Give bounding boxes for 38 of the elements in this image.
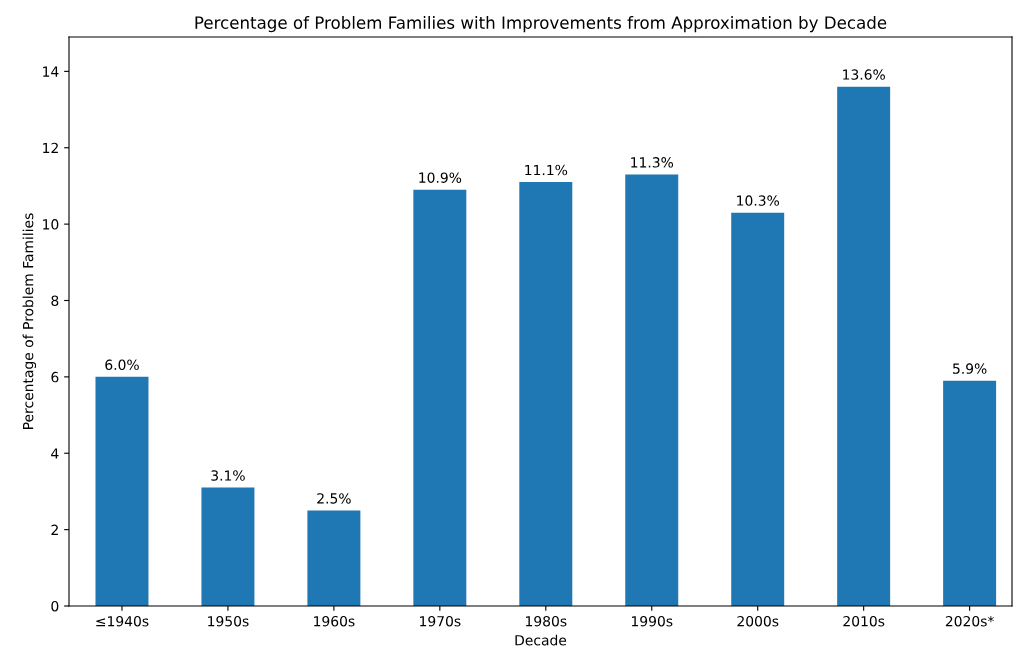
y-tick-label: 0 (51, 600, 59, 612)
x-tick-label: 2020s* (945, 615, 994, 627)
bar (943, 380, 997, 606)
x-tick-label: 1960s (314, 615, 355, 627)
y-tick-label: 2 (51, 524, 58, 535)
data-label: 11.3% (631, 157, 674, 168)
data-label: 10.9% (419, 172, 462, 183)
bar (837, 86, 891, 606)
y-tick-label: 4 (51, 448, 59, 459)
x-tick-label: 1990s (631, 615, 673, 627)
data-label: 6.0% (105, 359, 139, 371)
y-tick-label: 6 (51, 371, 59, 383)
data-label: 2.5% (317, 493, 351, 504)
bar (413, 189, 467, 606)
data-label: 11.1% (525, 164, 568, 176)
y-tick-label: 8 (51, 295, 59, 306)
bar (201, 487, 255, 606)
x-tick-label: 2000s (737, 615, 779, 627)
x-tick-label: 2010s (843, 615, 885, 627)
x-axis-title: Decade (515, 634, 567, 646)
y-tick-label: 14 (43, 66, 59, 77)
x-tick-label: ≤1940s (96, 615, 149, 627)
x-tick-label: 1970s (420, 615, 461, 627)
x-tick-label: 1980s (526, 615, 567, 627)
bar (519, 182, 573, 606)
y-axis-title: Percentage of Problem Families (22, 213, 37, 429)
y-tick-label: 12 (43, 142, 58, 154)
data-label: 10.3% (737, 195, 779, 206)
bar (307, 510, 361, 606)
data-label: 5.9% (953, 363, 987, 374)
data-label: 3.1% (211, 470, 245, 481)
bar (95, 376, 149, 606)
bar (731, 212, 785, 606)
x-tick-label: 1950s (208, 615, 249, 627)
y-tick-label: 10 (43, 219, 59, 230)
chart-title: Percentage of Problem Families with Improvements from Approximation by Decade (195, 16, 887, 33)
data-label: 13.6% (843, 69, 885, 80)
bar (625, 174, 679, 606)
